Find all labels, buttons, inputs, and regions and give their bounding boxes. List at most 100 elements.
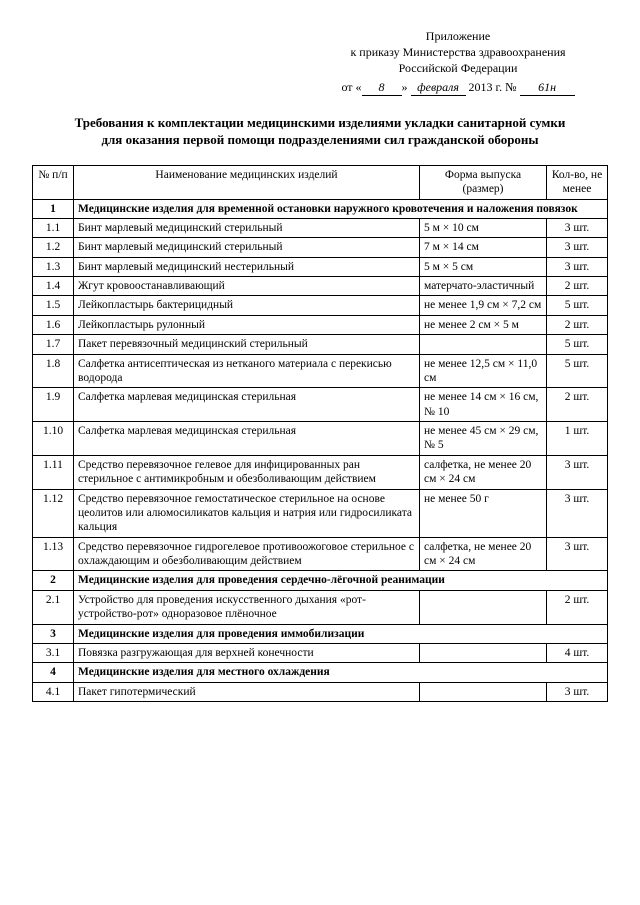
- row-form: 5 м × 5 см: [420, 257, 547, 276]
- row-form: не менее 1,9 см × 7,2 см: [420, 296, 547, 315]
- row-form: [420, 643, 547, 662]
- row-name: Бинт марлевый медицинский нестерильный: [74, 257, 420, 276]
- table-row: 1.13Средство перевязочное гидрогелевое п…: [33, 537, 608, 571]
- header-line2: к приказу Министерства здравоохранения: [308, 44, 608, 60]
- table-row: 1.8Салфетка антисептическая из нетканого…: [33, 354, 608, 388]
- section-num: 3: [33, 624, 74, 643]
- row-name: Лейкопластырь рулонный: [74, 315, 420, 334]
- date-day: 8: [362, 79, 402, 96]
- table-row: 3.1Повязка разгружающая для верхней коне…: [33, 643, 608, 662]
- row-form: матерчато-эластичный: [420, 277, 547, 296]
- document-header: Приложение к приказу Министерства здраво…: [308, 28, 608, 96]
- table-row: 1.3Бинт марлевый медицинский нестерильны…: [33, 257, 608, 276]
- section-num: 4: [33, 663, 74, 682]
- row-name: Бинт марлевый медицинский стерильный: [74, 218, 420, 237]
- row-qty: 2 шт.: [547, 388, 608, 422]
- table-row: 2.1Устройство для проведения искусственн…: [33, 590, 608, 624]
- section-row: 2Медицинские изделия для проведения серд…: [33, 571, 608, 590]
- section-num: 2: [33, 571, 74, 590]
- table-row: 1.2Бинт марлевый медицинский стерильный7…: [33, 238, 608, 257]
- row-num: 1.10: [33, 422, 74, 456]
- section-title: Медицинские изделия для временной остано…: [74, 199, 608, 218]
- row-num: 1.4: [33, 277, 74, 296]
- row-num: 1.13: [33, 537, 74, 571]
- row-name: Жгут кровоостанавливающий: [74, 277, 420, 296]
- row-qty: 2 шт.: [547, 590, 608, 624]
- requirements-table: № п/п Наименование медицинских изделий Ф…: [32, 165, 608, 702]
- date-mid: »: [402, 80, 411, 94]
- row-qty: 3 шт.: [547, 238, 608, 257]
- row-qty: 1 шт.: [547, 422, 608, 456]
- table-row: 1.10Салфетка марлевая медицинская стерил…: [33, 422, 608, 456]
- section-num: 1: [33, 199, 74, 218]
- table-row: 1.9Салфетка марлевая медицинская стериль…: [33, 388, 608, 422]
- row-num: 4.1: [33, 682, 74, 701]
- table-row: 1.7Пакет перевязочный медицинский стерил…: [33, 335, 608, 354]
- row-name: Салфетка антисептическая из нетканого ма…: [74, 354, 420, 388]
- row-num: 3.1: [33, 643, 74, 662]
- row-name: Салфетка марлевая медицинская стерильная: [74, 422, 420, 456]
- row-num: 1.8: [33, 354, 74, 388]
- row-num: 1.7: [33, 335, 74, 354]
- date-month: февраля: [411, 79, 466, 96]
- date-year: 2013 г. №: [466, 80, 520, 94]
- table-row: 1.4Жгут кровоостанавливающийматерчато-эл…: [33, 277, 608, 296]
- row-qty: 3 шт.: [547, 537, 608, 571]
- row-name: Средство перевязочное гидрогелевое проти…: [74, 537, 420, 571]
- table-row: 4.1Пакет гипотермический 3 шт.: [33, 682, 608, 701]
- row-qty: 3 шт.: [547, 455, 608, 489]
- table-row: 1.1Бинт марлевый медицинский стерильный5…: [33, 218, 608, 237]
- row-form: не менее 50 г: [420, 489, 547, 537]
- row-qty: 5 шт.: [547, 335, 608, 354]
- row-qty: 3 шт.: [547, 682, 608, 701]
- row-qty: 5 шт.: [547, 354, 608, 388]
- row-num: 2.1: [33, 590, 74, 624]
- row-num: 1.5: [33, 296, 74, 315]
- col-header-form: Форма выпуска (размер): [420, 165, 547, 199]
- row-name: Средство перевязочное гемостатическое ст…: [74, 489, 420, 537]
- col-header-name: Наименование медицинских изделий: [74, 165, 420, 199]
- section-row: 4Медицинские изделия для местного охлажд…: [33, 663, 608, 682]
- row-form: [420, 682, 547, 701]
- row-name: Средство перевязочное гелевое для инфици…: [74, 455, 420, 489]
- date-num: 61н: [520, 79, 575, 96]
- row-qty: 3 шт.: [547, 257, 608, 276]
- table-row: 1.11Средство перевязочное гелевое для ин…: [33, 455, 608, 489]
- header-line3: Российской Федерации: [308, 60, 608, 76]
- row-qty: 5 шт.: [547, 296, 608, 315]
- row-num: 1.6: [33, 315, 74, 334]
- row-num: 1.9: [33, 388, 74, 422]
- col-header-qty: Кол-во, не менее: [547, 165, 608, 199]
- table-row: 1.12Средство перевязочное гемостатическо…: [33, 489, 608, 537]
- row-qty: 4 шт.: [547, 643, 608, 662]
- row-name: Лейкопластырь бактерицидный: [74, 296, 420, 315]
- row-name: Салфетка марлевая медицинская стерильная: [74, 388, 420, 422]
- row-num: 1.3: [33, 257, 74, 276]
- row-qty: 3 шт.: [547, 218, 608, 237]
- row-form: не менее 12,5 см × 11,0 см: [420, 354, 547, 388]
- row-form: [420, 335, 547, 354]
- table-row: 1.5Лейкопластырь бактерицидныйне менее 1…: [33, 296, 608, 315]
- row-form: салфетка, не менее 20 см × 24 см: [420, 455, 547, 489]
- section-title: Медицинские изделия для местного охлажде…: [74, 663, 608, 682]
- section-title: Медицинские изделия для проведения серде…: [74, 571, 608, 590]
- header-line1: Приложение: [308, 28, 608, 44]
- row-form: не менее 45 см × 29 см, № 5: [420, 422, 547, 456]
- date-prefix: от «: [341, 80, 361, 94]
- row-num: 1.12: [33, 489, 74, 537]
- row-name: Пакет гипотермический: [74, 682, 420, 701]
- row-name: Устройство для проведения искусственного…: [74, 590, 420, 624]
- col-header-num: № п/п: [33, 165, 74, 199]
- row-qty: 3 шт.: [547, 489, 608, 537]
- row-form: салфетка, не менее 20 см × 24 см: [420, 537, 547, 571]
- table-header-row: № п/п Наименование медицинских изделий Ф…: [33, 165, 608, 199]
- row-name: Пакет перевязочный медицинский стерильны…: [74, 335, 420, 354]
- row-name: Бинт марлевый медицинский стерильный: [74, 238, 420, 257]
- section-row: 1Медицинские изделия для временной остан…: [33, 199, 608, 218]
- row-form: не менее 2 см × 5 м: [420, 315, 547, 334]
- row-num: 1.2: [33, 238, 74, 257]
- row-qty: 2 шт.: [547, 277, 608, 296]
- row-num: 1.1: [33, 218, 74, 237]
- row-form: 5 м × 10 см: [420, 218, 547, 237]
- row-num: 1.11: [33, 455, 74, 489]
